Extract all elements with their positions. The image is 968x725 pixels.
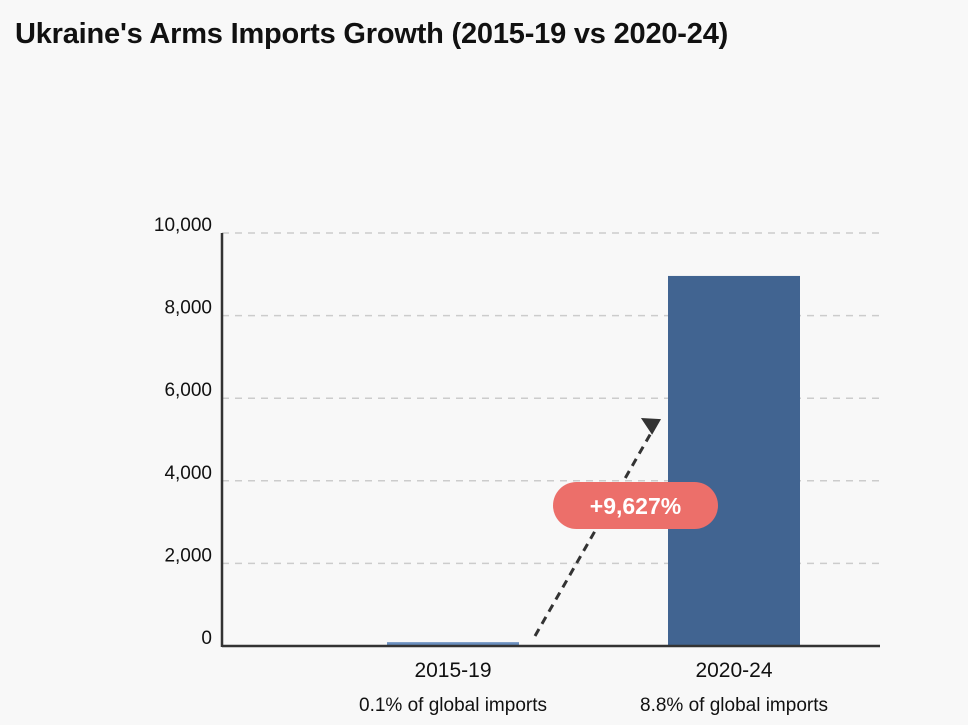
- y-tick-label: 10,000: [154, 215, 212, 236]
- y-tick-label: 6,000: [164, 380, 212, 401]
- category-note: 8.8% of global imports: [640, 695, 828, 716]
- bar-2020-24: [668, 275, 800, 646]
- y-tick-label: 0: [201, 628, 212, 649]
- growth-badge: [553, 482, 718, 529]
- bar-2015-19: [387, 642, 519, 646]
- growth-badge-label: +9,627%: [590, 493, 681, 519]
- y-tick-label: 2,000: [164, 545, 212, 566]
- growth-annotation: +9,627%: [533, 417, 718, 637]
- y-tick-label: 8,000: [164, 298, 212, 319]
- y-tick-label: 4,000: [164, 463, 212, 484]
- category-note: 0.1% of global imports: [359, 695, 547, 716]
- y-axis-ticks: 0 2,000 4,000 6,000 8,000 10,000: [154, 215, 212, 649]
- x-axis-labels: 2015-19 0.1% of global imports 2020-24 8.8%…: [359, 659, 828, 716]
- bars: [387, 275, 800, 646]
- x-tick-label: 2015-19: [414, 659, 491, 682]
- axes: [220, 233, 880, 648]
- growth-arrow: [533, 417, 662, 637]
- x-tick-label: 2020-24: [695, 659, 772, 682]
- chart-title: Ukraine's Arms Imports Growth (2015-19 v…: [15, 18, 729, 50]
